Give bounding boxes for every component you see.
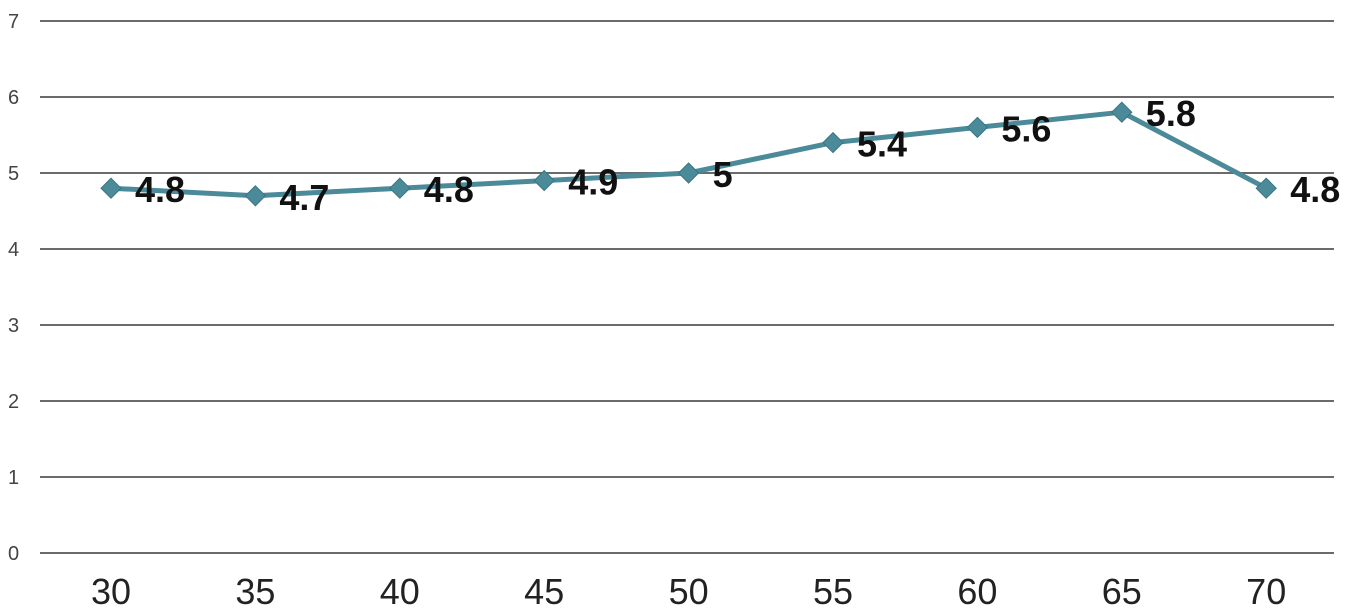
- x-axis-ticks: 30 35 40 45 50 55 60 65 70: [91, 571, 1286, 612]
- data-point-marker: [1111, 101, 1133, 123]
- data-label: 4.8: [135, 169, 185, 210]
- data-label: 5.4: [857, 124, 907, 165]
- x-tick-label: 65: [1102, 571, 1142, 609]
- data-label: 5.8: [1146, 93, 1196, 134]
- series: [100, 101, 1277, 207]
- y-tick-label: 5: [8, 163, 19, 185]
- x-tick-label: 30: [91, 571, 131, 609]
- y-tick-label: 6: [8, 87, 19, 109]
- x-tick-label: 50: [669, 571, 709, 609]
- x-tick-label: 40: [380, 571, 420, 609]
- data-point-marker: [677, 162, 700, 184]
- y-tick-label: 4: [8, 239, 19, 261]
- data-point-marker: [244, 185, 267, 207]
- y-tick-label: 7: [8, 11, 19, 33]
- data-labels: 4.8 4.7 4.8 4.9 5 5.4 5.6 5.8 4.8: [135, 93, 1340, 218]
- y-tick-label: 3: [8, 315, 19, 337]
- data-label: 4.7: [279, 177, 329, 218]
- data-point-marker: [966, 116, 989, 139]
- gridlines: [40, 20, 1334, 554]
- data-label: 4.8: [1290, 169, 1340, 210]
- data-point-marker: [822, 131, 844, 154]
- data-label: 5: [713, 154, 733, 195]
- y-tick-label: 2: [8, 391, 19, 413]
- x-tick-label: 55: [813, 571, 853, 609]
- y-tick-label: 0: [8, 543, 19, 565]
- data-label: 4.9: [568, 162, 618, 203]
- y-axis-ticks: 0 1 2 3 4 5 6 7: [8, 11, 19, 565]
- x-tick-label: 45: [524, 571, 564, 609]
- x-tick-label: 35: [235, 571, 275, 609]
- data-label: 4.8: [424, 169, 474, 210]
- data-point-marker: [533, 169, 555, 192]
- x-tick-label: 60: [957, 571, 997, 609]
- data-label: 5.6: [1001, 108, 1051, 149]
- data-point-marker: [1255, 177, 1277, 199]
- x-tick-label: 70: [1246, 571, 1286, 609]
- y-tick-label: 1: [8, 467, 19, 489]
- data-point-marker: [389, 177, 411, 199]
- data-point-marker: [100, 177, 122, 199]
